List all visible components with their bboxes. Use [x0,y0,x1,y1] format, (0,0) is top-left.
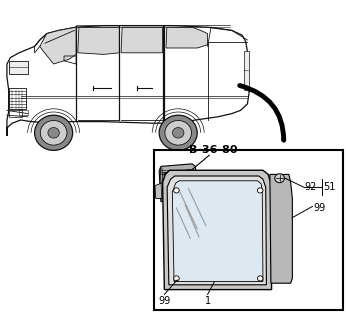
Circle shape [165,121,192,145]
Bar [19,110,28,115]
Circle shape [275,174,284,183]
Circle shape [172,127,184,138]
FancyArrowPatch shape [240,85,284,140]
Circle shape [40,121,67,145]
Polygon shape [7,26,249,136]
Circle shape [159,115,197,150]
Bar [9,110,22,117]
Circle shape [174,276,179,281]
Polygon shape [270,174,292,283]
Circle shape [257,188,263,193]
Bar [9,61,28,74]
Circle shape [257,276,263,281]
Text: 51: 51 [324,182,336,192]
Text: 99: 99 [313,203,325,213]
Circle shape [35,115,73,150]
Circle shape [48,127,60,138]
Polygon shape [78,27,119,54]
Bar [9,88,26,109]
Polygon shape [159,164,197,202]
Polygon shape [163,170,272,290]
Polygon shape [172,181,263,282]
Polygon shape [166,27,208,48]
Circle shape [174,188,179,193]
Text: 99: 99 [158,296,171,306]
Polygon shape [167,176,266,285]
Bar [244,51,249,90]
Polygon shape [121,27,163,53]
Polygon shape [164,170,192,198]
Text: 92: 92 [304,182,317,192]
Text: 1: 1 [204,296,211,306]
Polygon shape [155,182,164,198]
Bar [154,150,343,310]
Polygon shape [40,27,76,64]
Text: B-36-80: B-36-80 [189,145,237,155]
